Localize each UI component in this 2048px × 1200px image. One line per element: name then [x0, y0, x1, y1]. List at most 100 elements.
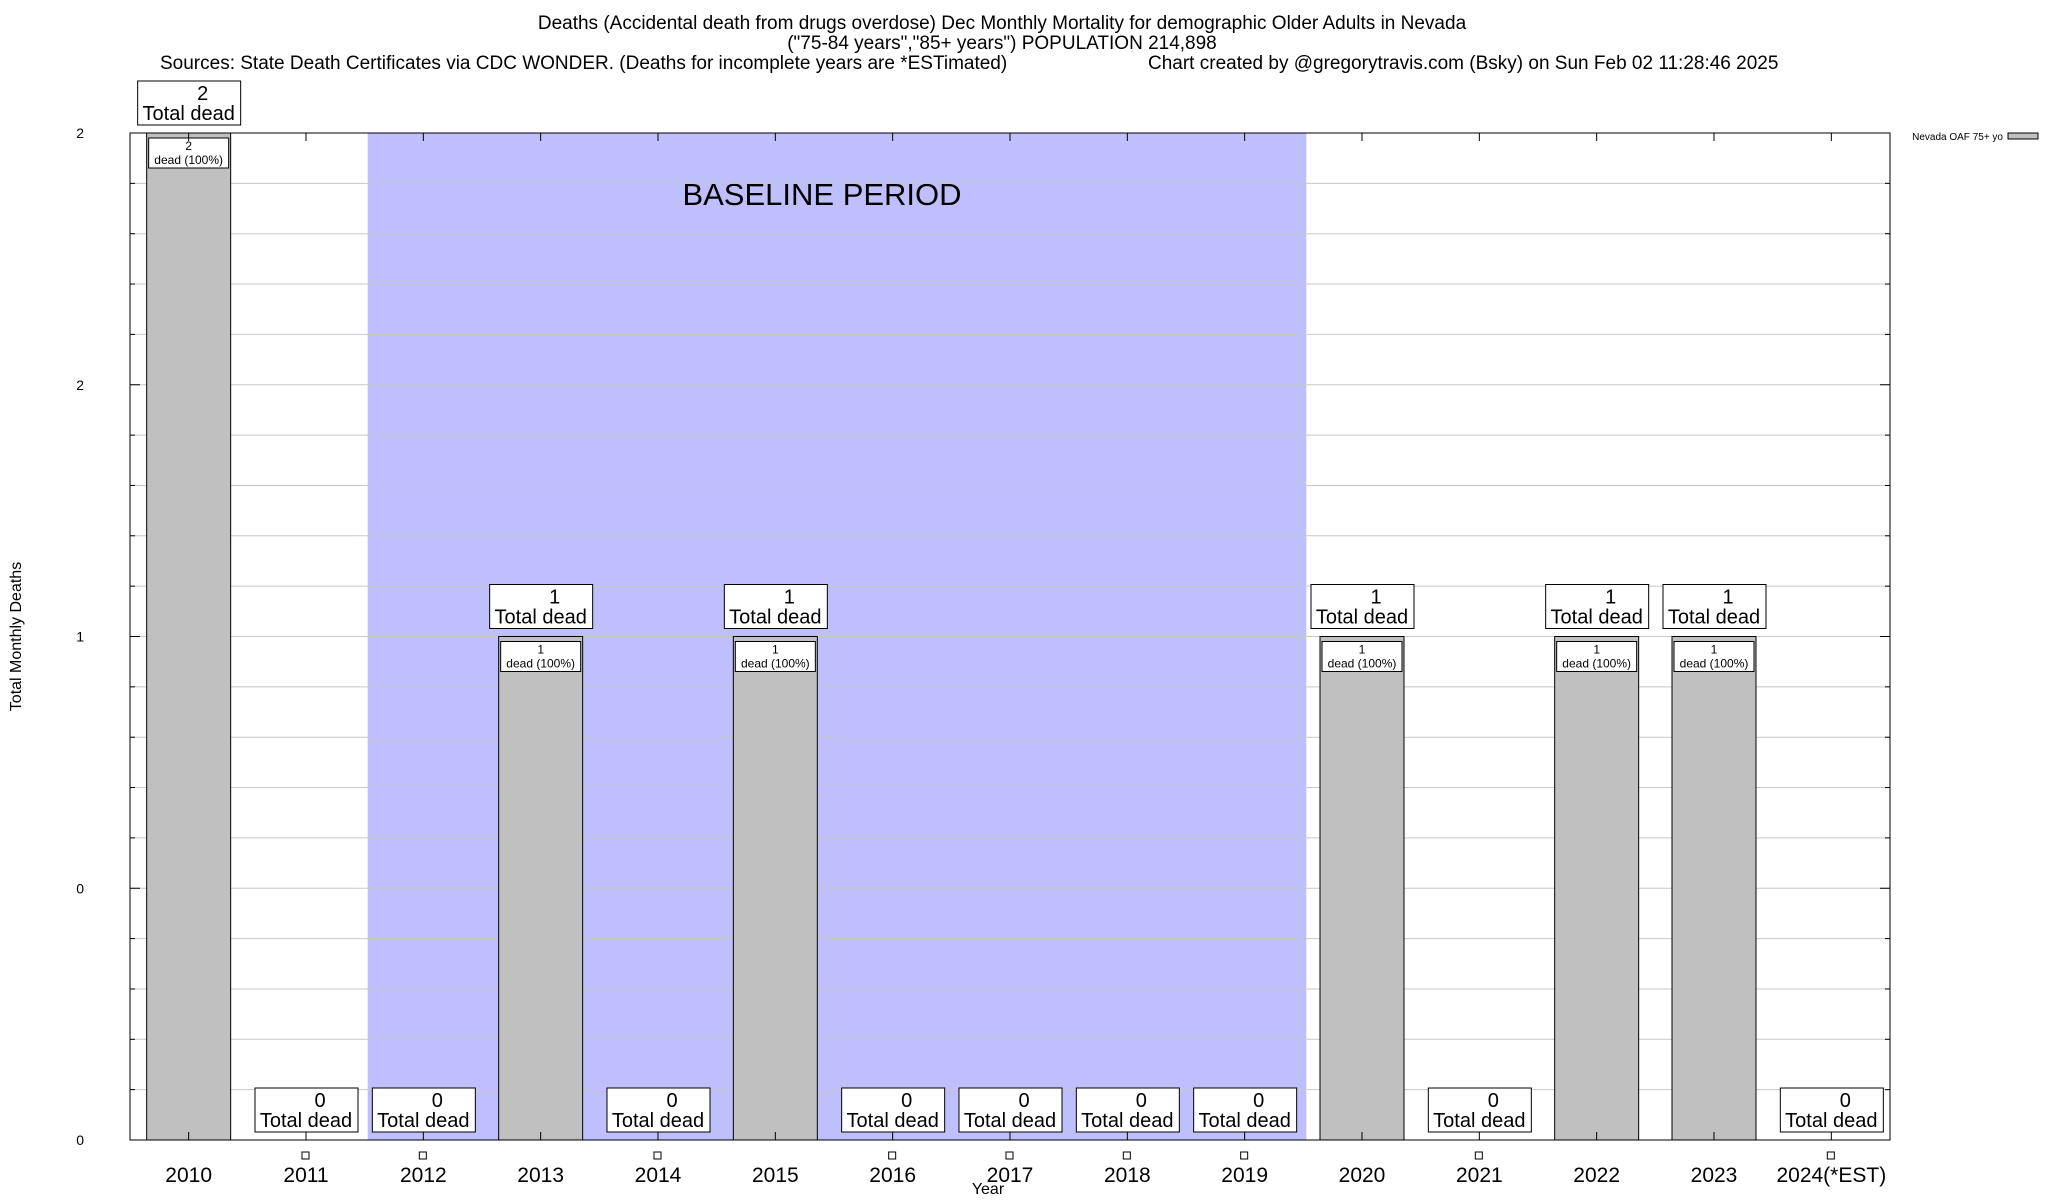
bar — [498, 636, 584, 1141]
total-label-count: 0 — [1018, 1090, 1029, 1112]
total-label-text: Total dead — [495, 607, 587, 629]
chart-sources: Sources: State Death Certificates via CD… — [160, 53, 1008, 74]
inner-label-box — [1321, 641, 1403, 672]
zero-bar-marker — [653, 1151, 662, 1160]
zero-bar-marker — [418, 1151, 427, 1160]
total-label-text: Total dead — [1316, 607, 1408, 629]
total-label-text: Total dead — [847, 1110, 939, 1132]
chart-subtitle: ("75-84 years","85+ years") POPULATION 2… — [787, 33, 1217, 54]
legend-swatch — [2007, 132, 2039, 140]
y-tick-label: 0 — [76, 880, 84, 896]
total-label-count: 2 — [197, 83, 208, 105]
total-label-text: Total dead — [1199, 1110, 1291, 1132]
total-label-box — [254, 1087, 359, 1133]
inner-label-box — [500, 641, 582, 672]
inner-label-box — [1673, 641, 1755, 672]
y-tick-label: 2 — [76, 377, 84, 393]
total-label-count: 1 — [1370, 587, 1381, 609]
inner-label-text: dead (100%) — [154, 153, 223, 167]
total-label-count: 0 — [314, 1090, 325, 1112]
zero-bar-marker — [1122, 1151, 1131, 1160]
x-tick-label: 2019 — [1221, 1164, 1268, 1187]
total-label-text: Total dead — [612, 1110, 704, 1132]
total-label-count: 0 — [1253, 1090, 1264, 1112]
total-label-count: 0 — [901, 1090, 912, 1112]
y-tick-label: 0 — [76, 1132, 84, 1148]
total-label-box — [1545, 584, 1650, 629]
chart-credit: Chart created by @gregorytravis.com (Bsk… — [1148, 53, 1779, 74]
y-tick-label: 1 — [76, 629, 84, 645]
total-label-count: 1 — [784, 587, 795, 609]
total-label-box — [1310, 584, 1415, 629]
inner-label-count: 1 — [1711, 643, 1718, 657]
inner-label-count: 1 — [537, 643, 544, 657]
bar — [1554, 636, 1640, 1141]
total-label-text: Total dead — [260, 1110, 352, 1132]
x-tick-label: 2017 — [987, 1164, 1034, 1187]
total-label-count: 1 — [549, 587, 560, 609]
x-axis-title: Year — [972, 1181, 1005, 1198]
total-label-box — [1662, 584, 1767, 629]
inner-label-box — [148, 137, 230, 169]
y-axis-title: Total Monthly Deaths — [8, 562, 25, 711]
x-tick-label: 2020 — [1339, 1164, 1386, 1187]
x-tick-label: 2021 — [1456, 1164, 1503, 1187]
inner-label-box — [1556, 641, 1638, 672]
inner-label-count: 1 — [1359, 643, 1366, 657]
total-label-text: Total dead — [143, 103, 235, 125]
total-label-count: 1 — [1722, 587, 1733, 609]
chart-title: Deaths (Accidental death from drugs over… — [537, 13, 1467, 34]
total-label-box — [1427, 1087, 1532, 1133]
total-label-text: Total dead — [1668, 607, 1760, 629]
total-label-text: Total dead — [377, 1110, 469, 1132]
inner-label-text: dead (100%) — [1562, 657, 1631, 671]
zero-bar-marker — [1474, 1151, 1483, 1160]
x-tick-label: 2010 — [165, 1164, 212, 1187]
total-label-box — [1193, 1087, 1298, 1133]
legend: Nevada OAF 75+ yo — [1912, 132, 2039, 143]
baseline-period-label: BASELINE PERIOD — [682, 177, 961, 212]
inner-label-count: 2 — [185, 139, 192, 153]
x-tick-label: 2016 — [869, 1164, 916, 1187]
x-tick-label: 2015 — [752, 1164, 799, 1187]
bar — [146, 132, 232, 1141]
inner-label-text: dead (100%) — [1680, 657, 1749, 671]
total-label-count: 0 — [666, 1090, 677, 1112]
total-label-text: Total dead — [1551, 607, 1643, 629]
x-tick-label: 2012 — [400, 1164, 447, 1187]
total-label-box — [489, 584, 594, 629]
bar — [1319, 636, 1405, 1141]
inner-label-text: dead (100%) — [741, 657, 810, 671]
total-label-count: 1 — [1605, 587, 1616, 609]
x-tick-label: 2014 — [635, 1164, 682, 1187]
inner-label-text: dead (100%) — [1328, 657, 1397, 671]
bar — [1671, 636, 1757, 1141]
total-label-box — [1075, 1087, 1180, 1133]
total-label-box — [1779, 1087, 1884, 1133]
x-tick-label: 2011 — [283, 1164, 328, 1187]
total-label-text: Total dead — [964, 1110, 1056, 1132]
total-label-count: 0 — [1136, 1090, 1147, 1112]
x-tick-label: 2018 — [1104, 1164, 1151, 1187]
zero-bar-marker — [1005, 1151, 1014, 1160]
axes-layer: 0 0 1 2 2 Total Monthly Deaths Year 2010 2011 201… — [8, 125, 1890, 1198]
total-label-box — [606, 1087, 711, 1133]
zero-bar-marker — [1240, 1151, 1249, 1160]
total-label-text: Total dead — [729, 607, 821, 629]
zero-bar-marker — [1826, 1151, 1835, 1160]
total-label-count: 0 — [1488, 1090, 1499, 1112]
inner-label-count: 1 — [772, 643, 779, 657]
bars-layer — [146, 132, 1835, 1160]
total-label-box — [371, 1087, 476, 1133]
total-label-text: Total dead — [1433, 1110, 1525, 1132]
total-label-box — [958, 1087, 1063, 1133]
inner-label-text: dead (100%) — [506, 657, 575, 671]
zero-bar-marker — [888, 1151, 897, 1160]
zero-bar-marker — [301, 1151, 310, 1160]
total-label-box — [137, 80, 242, 126]
total-label-box — [723, 584, 828, 629]
total-label-count: 0 — [432, 1090, 443, 1112]
x-tick-label: 2013 — [517, 1164, 564, 1187]
